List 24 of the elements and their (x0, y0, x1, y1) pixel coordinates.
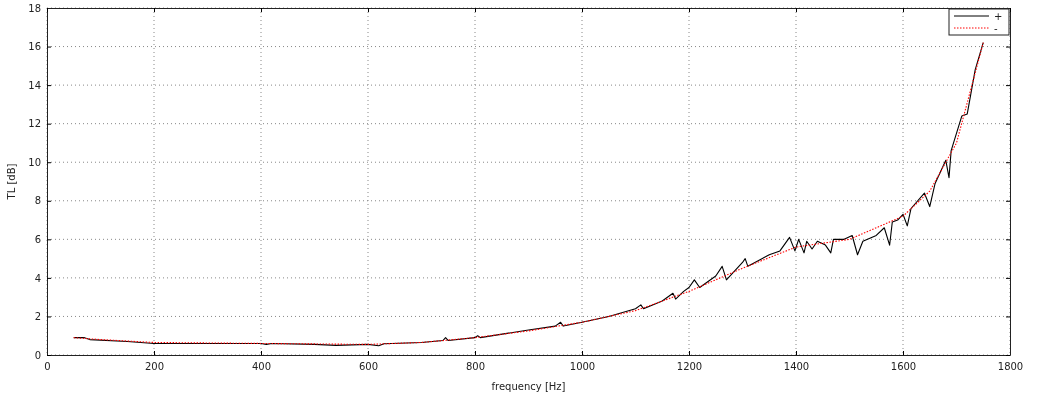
x-tick-label: 400 (251, 361, 272, 372)
x-tick-label: 200 (144, 361, 165, 372)
x-tick-label: 800 (465, 361, 486, 372)
x-tick-label: 1800 (997, 361, 1024, 372)
y-tick-label: 6 (34, 234, 41, 246)
x-tick-label: 600 (358, 361, 379, 372)
x-tick-label: 0 (44, 361, 51, 372)
y-tick-label: 8 (34, 195, 41, 207)
x-tick-label: 1600 (890, 361, 917, 372)
y-tick-label: 14 (28, 79, 41, 91)
y-tick-label: 4 (34, 272, 41, 284)
y-tick-label: 18 (28, 2, 41, 14)
y-tick-label: 10 (28, 156, 41, 168)
y-axis-title: TL [dB] (6, 163, 17, 201)
legend-label: + (994, 11, 1003, 22)
y-tick-label: 2 (34, 311, 41, 323)
x-tick-label: 1200 (676, 361, 703, 372)
y-tick-label: 12 (28, 118, 41, 130)
legend-label: - (994, 23, 998, 34)
y-tick-label: 0 (34, 349, 41, 361)
x-axis-title: frequency [Hz] (491, 381, 566, 392)
y-tick-label: 16 (28, 41, 41, 53)
x-tick-label: 1400 (783, 361, 810, 372)
x-tick-label: 1000 (569, 361, 596, 372)
